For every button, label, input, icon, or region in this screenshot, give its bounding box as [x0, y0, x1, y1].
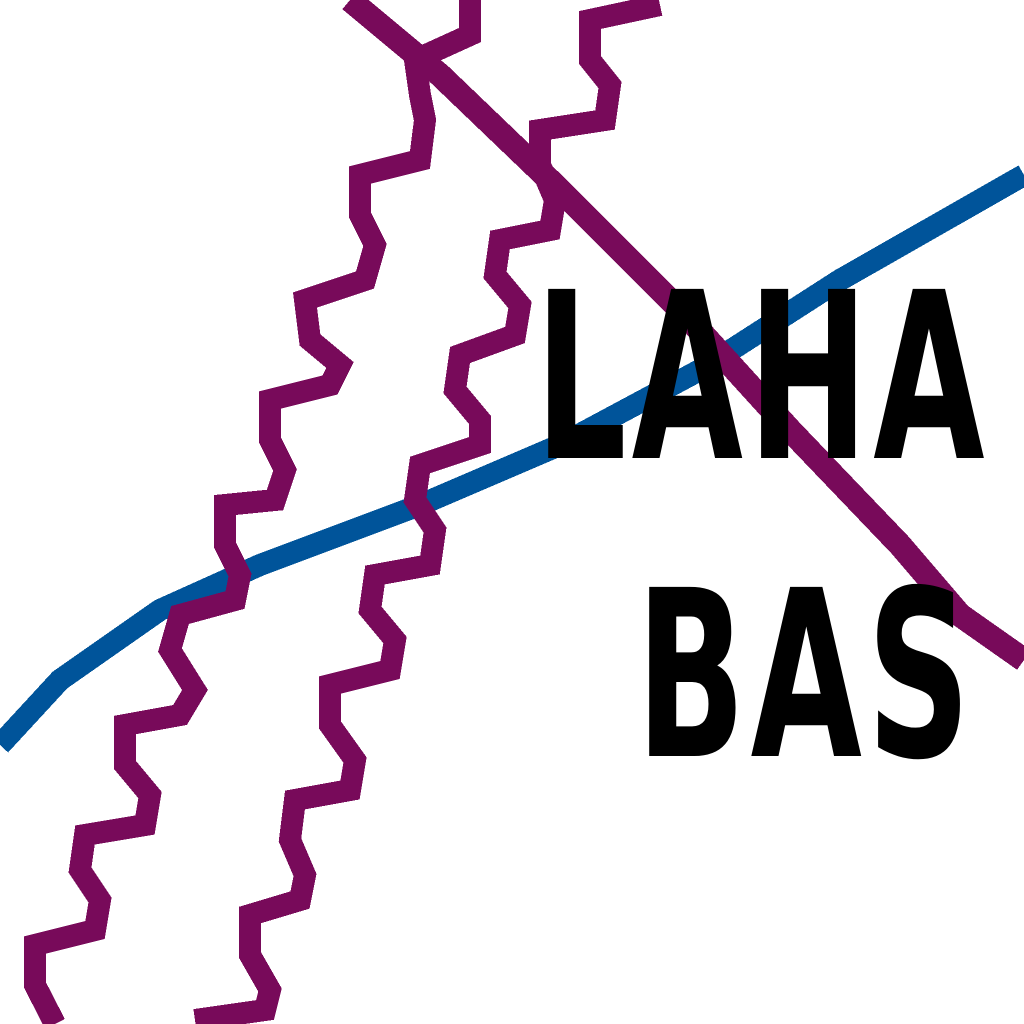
purple-straight-route-line — [342, 0, 1024, 670]
purple-wavy-route-right — [193, 0, 663, 1024]
place-label-line2: BAS — [636, 541, 976, 811]
purple-wavy-route-left — [24, 0, 481, 1024]
place-label-line1: LAHA — [535, 243, 990, 513]
